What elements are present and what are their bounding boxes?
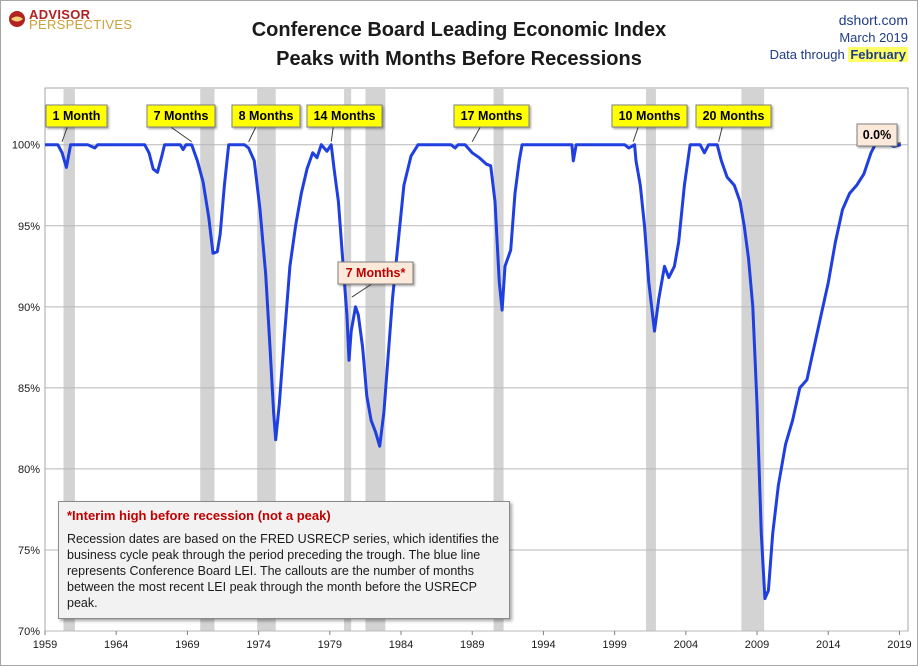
callout-pointer [330, 126, 334, 142]
x-tick-label: 1969 [175, 639, 199, 651]
x-tick-label: 1974 [246, 639, 270, 651]
callout-label: 0.0% [863, 128, 892, 142]
callout-box [453, 104, 530, 128]
callout-label: 7 Months* [346, 266, 406, 280]
x-tick-label: 1989 [460, 639, 484, 651]
y-tick-label: 70% [18, 626, 40, 638]
recession-band [63, 89, 75, 631]
data-through: Data through February [770, 47, 908, 62]
footnote-box: *Interim high before recession (not a pe… [58, 501, 510, 619]
x-tick-label: 1999 [602, 639, 626, 651]
callout-box [337, 261, 414, 285]
callout-pointer [632, 126, 639, 142]
callout-label: 20 Months [703, 109, 765, 123]
x-tick-label: 1979 [318, 639, 342, 651]
callout-pointer [61, 126, 68, 142]
x-tick-label: 2014 [816, 639, 840, 651]
callout-box [306, 104, 383, 128]
callout-pointer [471, 126, 481, 142]
callout-box [695, 104, 772, 128]
chart-title-line2: Peaks with Months Before Recessions [276, 48, 642, 70]
globe-icon [9, 11, 25, 27]
x-tick-label: 2004 [674, 639, 698, 651]
callout-label: 17 Months [461, 109, 523, 123]
x-tick-label: 2009 [745, 639, 769, 651]
y-tick-label: 100% [12, 140, 40, 152]
y-tick-label: 95% [18, 221, 40, 233]
chart-title-line1: Conference Board Leading Economic Index [251, 19, 667, 41]
footnote-title: *Interim high before recession (not a pe… [67, 508, 331, 523]
callout-box [611, 104, 688, 128]
footnote-body: Recession dates are based on the FRED US… [67, 532, 499, 610]
callout-pointer [718, 126, 723, 142]
callout-pointer [351, 283, 373, 298]
callout-label: 8 Months [239, 109, 294, 123]
x-tick-label: 2019 [887, 639, 911, 651]
source-date: March 2019 [839, 30, 908, 45]
callout-label: 7 Months [154, 109, 209, 123]
callout-label: 14 Months [314, 109, 376, 123]
source-site: dshort.com [838, 12, 908, 28]
data-through-prefix: Data through [769, 47, 845, 62]
callout-box [856, 123, 898, 147]
callout-box [231, 104, 301, 128]
callout-label: 10 Months [619, 109, 681, 123]
x-tick-label: 1964 [104, 639, 128, 651]
recession-band [493, 89, 504, 631]
x-tick-label: 1984 [389, 639, 413, 651]
callout-pointer [170, 126, 192, 143]
brand-line2: PERSPECTIVES [29, 17, 133, 32]
callout-box [45, 104, 108, 128]
callout-pointer [248, 126, 257, 142]
recession-band [741, 89, 765, 631]
y-tick-label: 80% [18, 464, 40, 476]
callout-label: 1 Month [53, 109, 101, 123]
data-through-month: February [848, 47, 908, 62]
y-tick-label: 75% [18, 545, 40, 557]
x-tick-label: 1959 [33, 639, 57, 651]
x-tick-label: 1994 [531, 639, 555, 651]
recession-band [645, 89, 656, 631]
recession-band [365, 89, 386, 631]
y-tick-label: 90% [18, 302, 40, 314]
brand-line1: ADVISOR [29, 7, 91, 22]
callout-box [146, 104, 216, 128]
y-tick-label: 85% [18, 383, 40, 395]
advisor-perspectives-logo: ADVISOR PERSPECTIVES [8, 7, 133, 32]
lei-line [45, 143, 902, 601]
